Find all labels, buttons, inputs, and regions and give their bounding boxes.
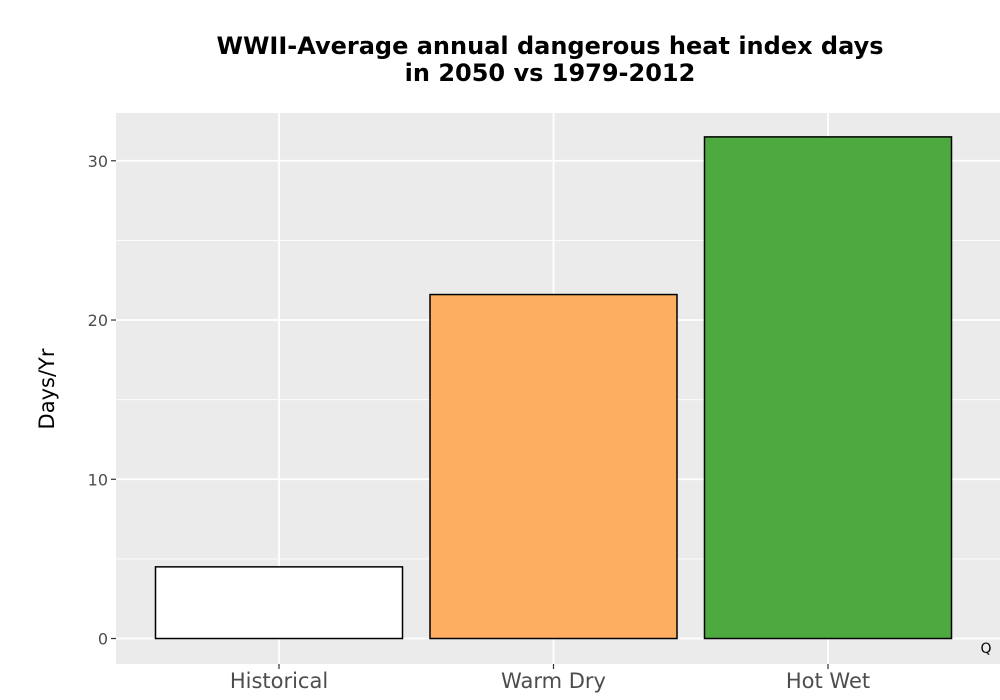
y-tick-label: 10 — [88, 470, 108, 489]
y-tick-label: 30 — [88, 152, 108, 171]
x-tick-label: Historical — [230, 669, 328, 693]
x-axis: Historical Warm Dry Hot Wet — [230, 664, 870, 693]
y-axis: 0 10 20 30 — [88, 152, 116, 649]
chart-subtitle: in 2050 vs 1979-2012 — [405, 59, 696, 87]
bar — [429, 293, 678, 640]
corner-label: Q — [980, 641, 991, 657]
x-tick-label: Hot Wet — [786, 669, 870, 693]
chart-title: WWII-Average annual dangerous heat index… — [216, 32, 883, 60]
y-axis-title: Days/Yr — [35, 348, 59, 429]
y-tick-label: 20 — [88, 311, 108, 330]
y-tick-label: 0 — [98, 630, 108, 649]
bar — [154, 566, 404, 640]
x-tick-label: Warm Dry — [501, 669, 606, 693]
bars — [154, 136, 953, 640]
bar — [703, 136, 953, 640]
